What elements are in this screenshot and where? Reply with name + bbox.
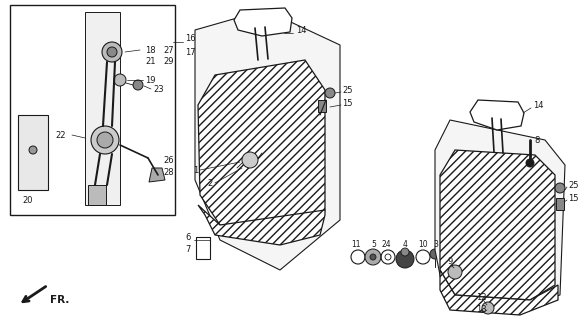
Circle shape [114, 74, 126, 86]
Text: 17: 17 [185, 47, 195, 57]
Polygon shape [198, 60, 325, 230]
Text: 29: 29 [163, 57, 173, 66]
Text: 7: 7 [185, 244, 190, 253]
Bar [556, 198, 564, 210]
Polygon shape [85, 12, 120, 205]
Text: 16: 16 [185, 34, 195, 43]
Polygon shape [198, 205, 325, 245]
Circle shape [133, 80, 143, 90]
Circle shape [526, 159, 534, 167]
Bar [10, 5, 175, 215]
Text: 8: 8 [534, 135, 539, 145]
Text: 12: 12 [476, 293, 487, 302]
Text: 6: 6 [185, 233, 190, 242]
Circle shape [97, 132, 113, 148]
Text: 28: 28 [163, 167, 173, 177]
Text: 4: 4 [403, 239, 408, 249]
Polygon shape [440, 270, 558, 315]
Text: 25: 25 [568, 180, 578, 189]
Bar [318, 100, 326, 112]
Text: 11: 11 [351, 239, 361, 249]
Text: 9: 9 [448, 258, 453, 267]
Polygon shape [440, 150, 555, 300]
Text: 22: 22 [55, 131, 66, 140]
Text: 3: 3 [433, 239, 438, 249]
Circle shape [102, 42, 122, 62]
Text: 2: 2 [207, 179, 212, 188]
Circle shape [430, 249, 440, 259]
Polygon shape [470, 100, 524, 130]
Polygon shape [234, 8, 292, 36]
Bar [18, 115, 48, 190]
Circle shape [365, 249, 381, 265]
Text: 14: 14 [296, 26, 306, 35]
Text: FR.: FR. [50, 295, 70, 305]
Circle shape [555, 183, 565, 193]
Polygon shape [149, 168, 165, 182]
Text: 26: 26 [163, 156, 173, 164]
Bar [88, 185, 106, 205]
Circle shape [325, 88, 335, 98]
Text: 18: 18 [145, 45, 155, 54]
Text: 24: 24 [382, 239, 392, 249]
Text: 21: 21 [145, 57, 155, 66]
Circle shape [448, 265, 462, 279]
Text: 25: 25 [342, 85, 353, 94]
Text: 19: 19 [145, 76, 155, 84]
Text: 14: 14 [533, 100, 543, 109]
Circle shape [91, 126, 119, 154]
Polygon shape [435, 120, 565, 310]
Text: 27: 27 [163, 45, 173, 54]
Text: 1: 1 [193, 165, 198, 174]
Circle shape [370, 254, 376, 260]
Text: 15: 15 [342, 99, 353, 108]
Circle shape [242, 152, 258, 168]
Circle shape [482, 302, 494, 314]
Circle shape [396, 250, 414, 268]
Circle shape [107, 47, 117, 57]
Text: 15: 15 [568, 194, 578, 203]
Circle shape [401, 248, 409, 256]
Polygon shape [195, 10, 340, 270]
Bar [196, 237, 210, 259]
Text: 13: 13 [476, 306, 487, 315]
Text: 5: 5 [371, 239, 376, 249]
Text: 10: 10 [418, 239, 427, 249]
Text: 23: 23 [153, 84, 164, 93]
Circle shape [29, 146, 37, 154]
Text: 20: 20 [22, 196, 32, 204]
